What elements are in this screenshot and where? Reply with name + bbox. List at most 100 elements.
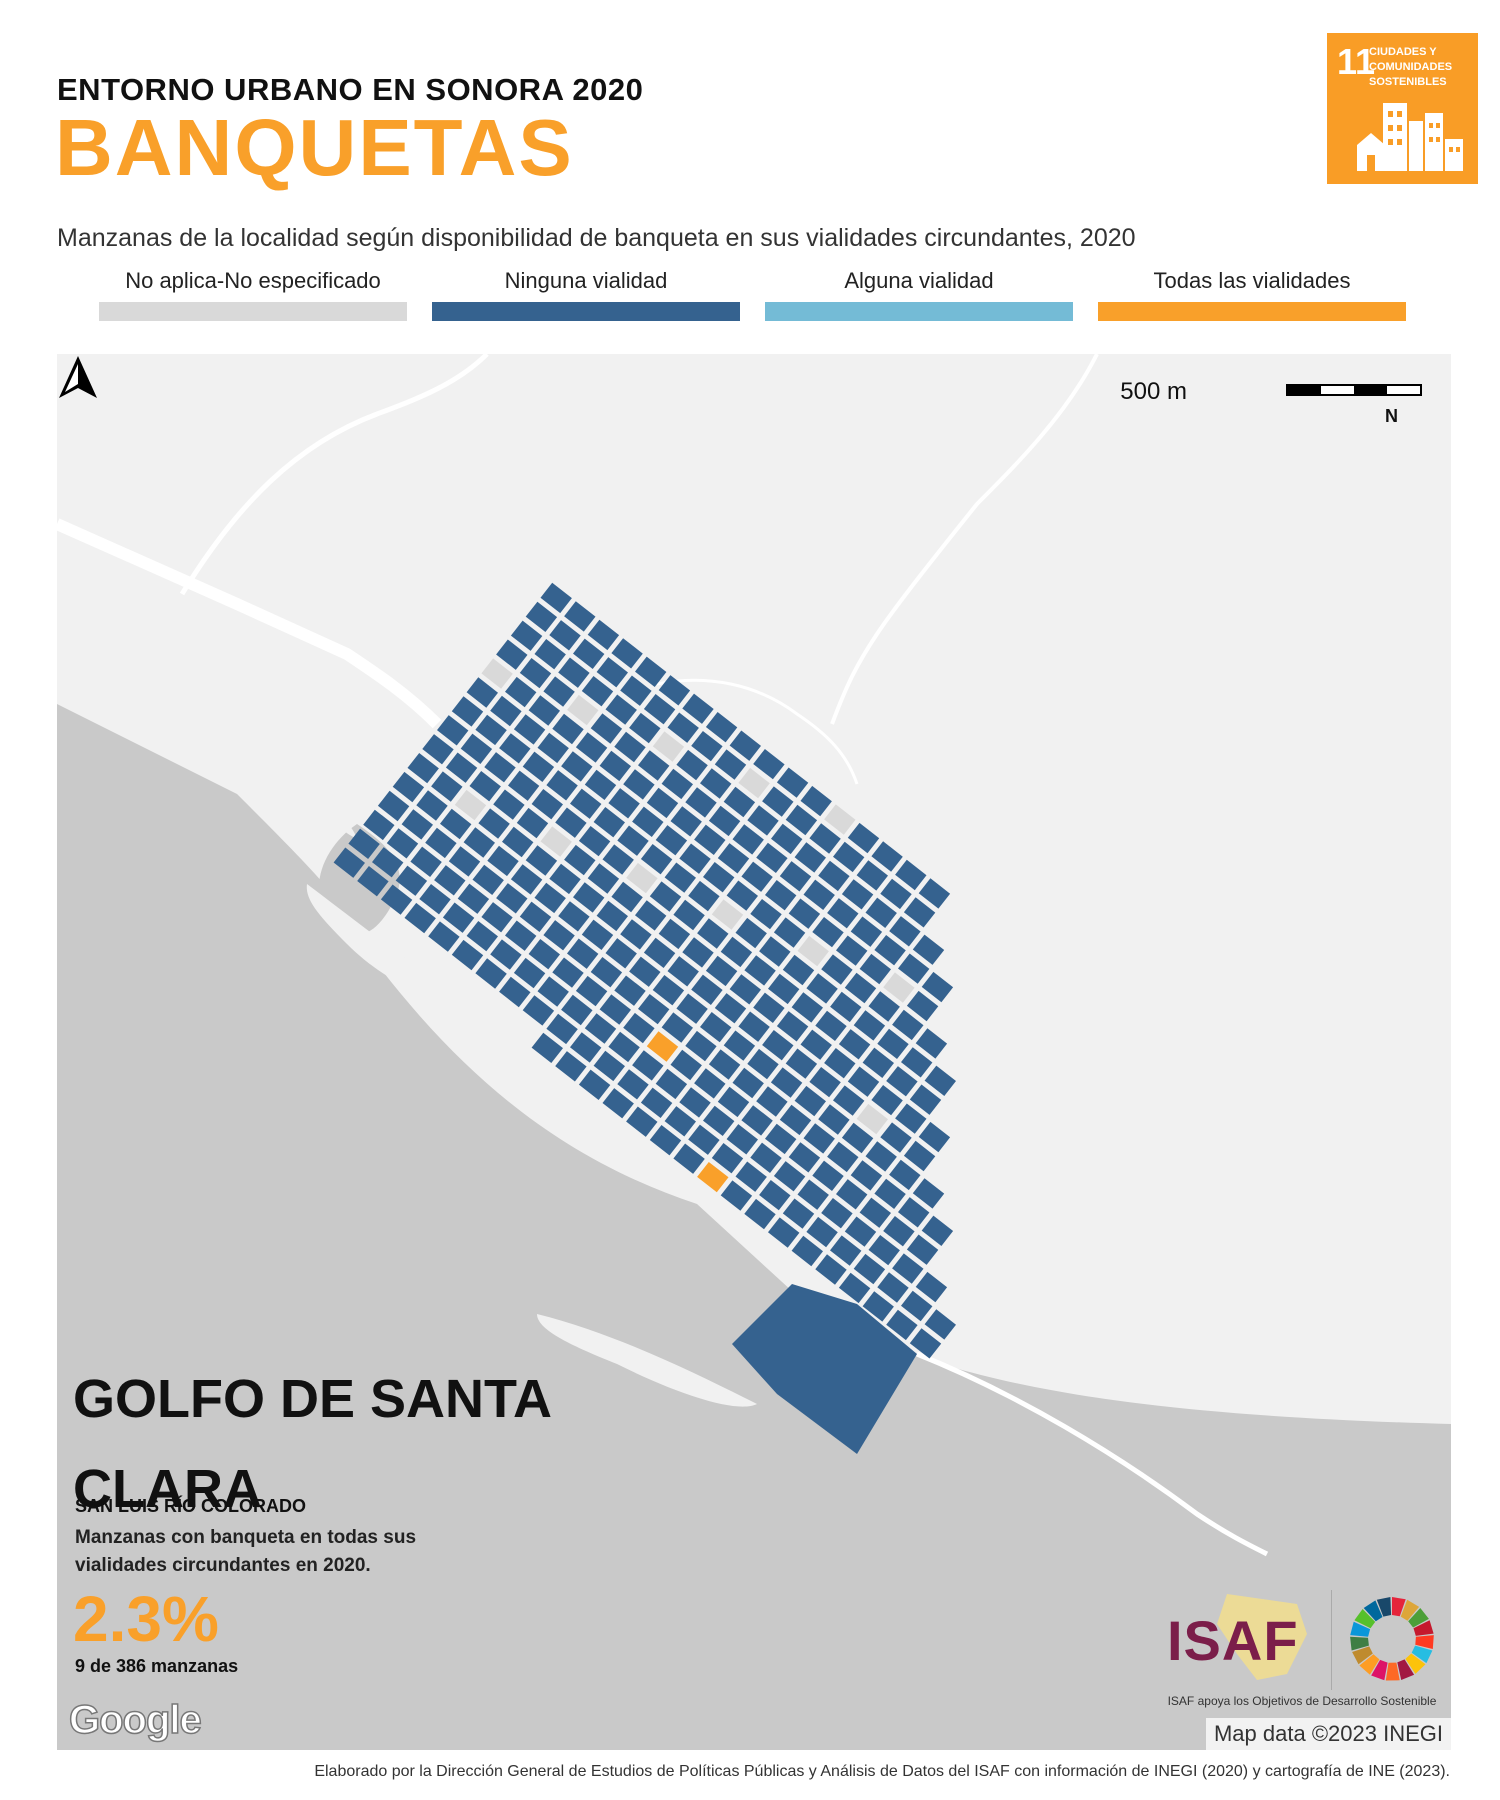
city-block[interactable]: [877, 1028, 909, 1059]
city-block[interactable]: [534, 639, 566, 670]
city-block[interactable]: [688, 880, 720, 912]
city-block[interactable]: [519, 901, 552, 932]
city-block[interactable]: [838, 1272, 871, 1304]
city-block[interactable]: [581, 676, 614, 707]
city-block[interactable]: [440, 808, 472, 840]
city-block[interactable]: [478, 808, 510, 839]
city-block[interactable]: [475, 958, 507, 989]
city-block[interactable]: [555, 807, 587, 838]
city-block[interactable]: [531, 789, 563, 820]
city-block[interactable]: [776, 1011, 809, 1042]
city-block[interactable]: [679, 1087, 711, 1118]
city-block[interactable]: [824, 1048, 856, 1079]
city-block[interactable]: [756, 842, 788, 873]
city-block[interactable]: [714, 993, 747, 1024]
city-block[interactable]: [794, 1085, 826, 1117]
city-block[interactable]: [720, 1180, 753, 1211]
city-block[interactable]: [469, 771, 501, 802]
city-block[interactable]: [892, 1009, 924, 1041]
city-block[interactable]: [717, 843, 750, 874]
city-block[interactable]: [451, 696, 484, 727]
city-block[interactable]: [617, 825, 649, 856]
city-block[interactable]: [776, 767, 809, 798]
city-block[interactable]: [590, 713, 623, 744]
city-block[interactable]: [906, 990, 939, 1022]
city-block[interactable]: [697, 1162, 729, 1193]
city-block[interactable]: [838, 1029, 871, 1060]
city-block[interactable]: [682, 693, 714, 724]
city-block[interactable]: [815, 1254, 847, 1285]
city-block[interactable]: [575, 732, 608, 763]
city-block[interactable]: [850, 1160, 883, 1191]
city-block[interactable]: [844, 1216, 877, 1247]
city-block[interactable]: [708, 1049, 741, 1080]
city-block[interactable]: [836, 1179, 868, 1210]
city-block[interactable]: [700, 1012, 732, 1043]
city-block[interactable]: [886, 1066, 918, 1097]
city-block[interactable]: [475, 714, 507, 746]
city-block[interactable]: [428, 921, 460, 952]
city-block[interactable]: [573, 638, 605, 669]
city-block[interactable]: [762, 1030, 794, 1061]
city-block[interactable]: [895, 859, 927, 891]
city-block[interactable]: [741, 861, 773, 892]
city-block[interactable]: [773, 1161, 806, 1192]
city-block[interactable]: [546, 770, 578, 801]
city-block[interactable]: [889, 916, 921, 947]
city-block[interactable]: [806, 1216, 838, 1248]
city-block[interactable]: [818, 860, 850, 892]
city-block[interactable]: [912, 934, 945, 965]
city-block[interactable]: [877, 1272, 909, 1303]
city-block[interactable]: [753, 749, 785, 780]
city-block[interactable]: [682, 937, 714, 968]
city-block[interactable]: [578, 1069, 611, 1100]
city-block[interactable]: [694, 824, 726, 855]
city-block[interactable]: [611, 638, 643, 669]
city-block[interactable]: [552, 713, 584, 745]
city-block[interactable]: [821, 954, 853, 985]
city-block[interactable]: [850, 916, 883, 947]
city-block[interactable]: [830, 991, 862, 1023]
city-block[interactable]: [626, 862, 658, 894]
city-block[interactable]: [652, 731, 685, 762]
city-block[interactable]: [915, 1028, 948, 1059]
city-block[interactable]: [643, 937, 676, 968]
city-block[interactable]: [372, 847, 404, 878]
city-block[interactable]: [794, 842, 826, 873]
city-block[interactable]: [635, 656, 667, 687]
city-block[interactable]: [841, 1122, 874, 1154]
city-block[interactable]: [809, 823, 841, 854]
city-block[interactable]: [404, 902, 436, 934]
city-block[interactable]: [747, 1048, 779, 1080]
city-block[interactable]: [419, 884, 451, 915]
city-block[interactable]: [918, 878, 951, 909]
city-block[interactable]: [528, 695, 560, 726]
city-block[interactable]: [620, 919, 652, 950]
city-block[interactable]: [348, 828, 380, 859]
city-block[interactable]: [806, 973, 838, 1004]
city-block[interactable]: [573, 882, 605, 913]
city-block[interactable]: [629, 956, 661, 987]
city-block[interactable]: [431, 771, 463, 802]
city-block[interactable]: [655, 825, 688, 856]
city-block[interactable]: [901, 1047, 933, 1078]
city-block[interactable]: [779, 1104, 812, 1136]
city-block[interactable]: [549, 863, 581, 895]
city-block[interactable]: [909, 1084, 942, 1115]
city-block[interactable]: [670, 806, 702, 837]
city-block[interactable]: [673, 899, 705, 931]
city-block[interactable]: [608, 788, 640, 819]
city-block[interactable]: [773, 917, 806, 948]
city-block[interactable]: [587, 619, 620, 651]
city-block[interactable]: [442, 902, 475, 933]
city-block[interactable]: [558, 657, 590, 688]
city-block[interactable]: [883, 1216, 915, 1247]
city-block[interactable]: [638, 994, 670, 1025]
city-block[interactable]: [599, 750, 631, 782]
city-block[interactable]: [629, 712, 661, 744]
city-block[interactable]: [640, 844, 673, 875]
city-block[interactable]: [649, 1125, 682, 1156]
city-block[interactable]: [705, 712, 738, 743]
city-block[interactable]: [386, 828, 419, 859]
city-block[interactable]: [921, 971, 954, 1003]
